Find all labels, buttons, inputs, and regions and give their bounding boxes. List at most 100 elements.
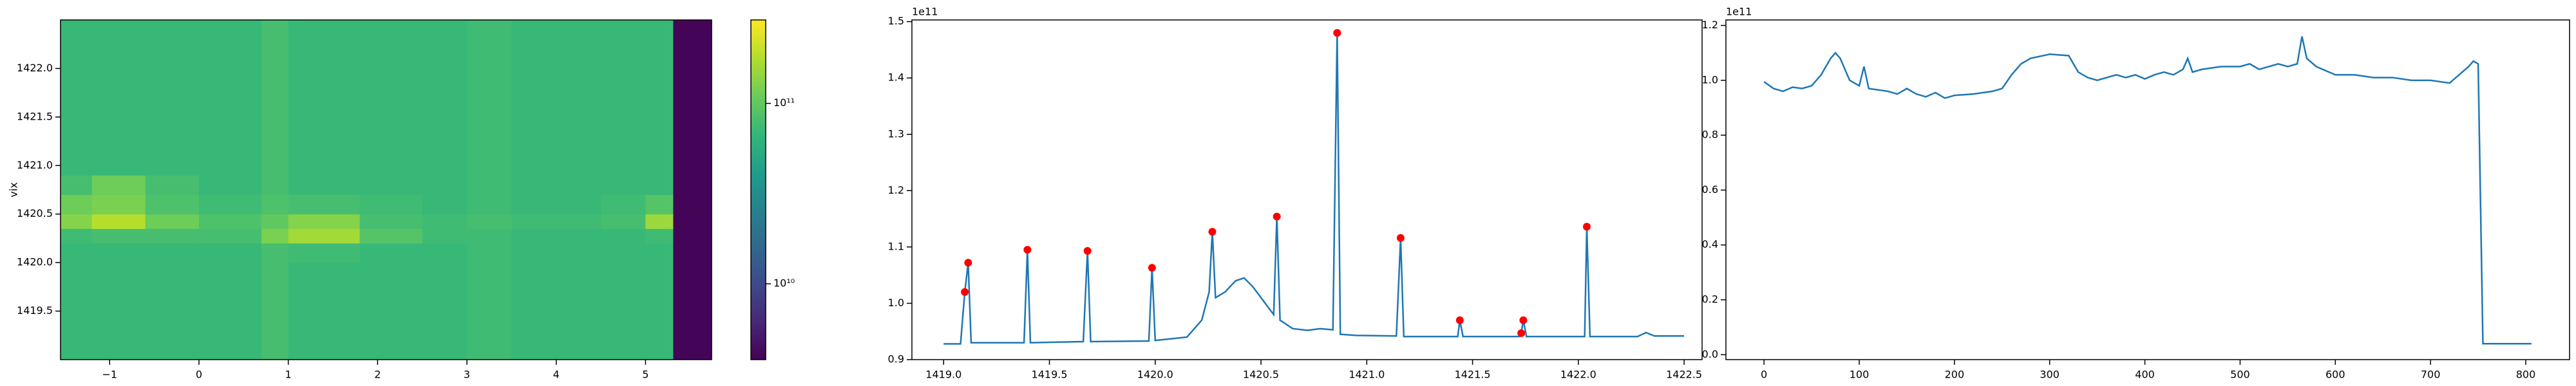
heatmap-cell bbox=[145, 194, 200, 215]
heatmap-cell bbox=[601, 175, 646, 196]
heatmap-cell bbox=[61, 228, 93, 244]
heatmap-cell bbox=[422, 194, 468, 215]
heatmap-cell bbox=[61, 194, 93, 215]
peak-marker bbox=[1455, 316, 1464, 324]
heatmap-cell bbox=[198, 228, 262, 244]
heatmap-cell bbox=[288, 68, 361, 118]
y-tick-label: 1422.0 bbox=[17, 62, 53, 74]
heatmap-cell bbox=[91, 243, 146, 263]
heatmap-cell bbox=[261, 68, 289, 118]
heatmap-cell bbox=[645, 214, 674, 229]
y-tick-label: 1.4 bbox=[888, 71, 904, 84]
y-tick-label: 0.2 bbox=[1702, 293, 1718, 306]
colorbar bbox=[751, 20, 766, 360]
heatmap-cell bbox=[467, 262, 512, 312]
heatmap-cell bbox=[422, 228, 468, 244]
peak-marker bbox=[1519, 316, 1528, 324]
x-tick-label: 4 bbox=[553, 369, 560, 381]
heatmap-cell bbox=[288, 214, 361, 229]
heatmap-cell bbox=[601, 228, 646, 244]
heatmap-cell bbox=[288, 20, 361, 69]
y-tick-label: 0.8 bbox=[1702, 129, 1718, 141]
heatmap-cell bbox=[467, 68, 512, 118]
x-tick-label: 3 bbox=[464, 369, 470, 381]
x-tick-label: 1 bbox=[285, 369, 292, 381]
heatmap-cell bbox=[467, 214, 512, 229]
heatmap-cell bbox=[467, 116, 512, 176]
heatmap-cell bbox=[645, 20, 674, 69]
x-tick-label: 800 bbox=[2516, 369, 2536, 381]
heatmap-cell bbox=[91, 175, 146, 196]
heatmap-cell bbox=[261, 311, 289, 360]
heatmap-cell bbox=[198, 214, 262, 229]
peak-marker bbox=[1148, 264, 1156, 272]
heatmap-cell bbox=[673, 116, 712, 176]
heatmap-cell bbox=[601, 116, 646, 176]
heatmap-cell bbox=[198, 311, 262, 360]
heatmap-cell bbox=[288, 116, 361, 176]
x-tick-label: 600 bbox=[2325, 369, 2345, 381]
x-tick-label: 0 bbox=[1761, 369, 1767, 381]
y-tick-label: 1.0 bbox=[1702, 73, 1718, 86]
heatmap-cell bbox=[198, 68, 262, 118]
heatmap-cell bbox=[359, 243, 423, 263]
y-tick-label: 0.4 bbox=[1702, 238, 1718, 250]
heatmap-cell bbox=[467, 20, 512, 69]
heatmap-cell bbox=[359, 68, 423, 118]
heatmap-cell bbox=[261, 116, 289, 176]
heatmap-cell bbox=[645, 68, 674, 118]
heatmap-cell bbox=[601, 194, 646, 215]
peak-marker bbox=[1582, 223, 1591, 231]
peak-marker bbox=[964, 259, 972, 267]
heatmap-cell bbox=[511, 243, 601, 263]
x-tick-label: 1421.5 bbox=[1455, 369, 1491, 381]
heatmap-cell bbox=[673, 262, 712, 312]
heatmap-cell bbox=[145, 243, 200, 263]
heatmap-cell bbox=[645, 228, 674, 244]
x-tick-label: 200 bbox=[1945, 369, 1965, 381]
x-tick-label: −1 bbox=[102, 369, 117, 381]
heatmap-cell bbox=[422, 175, 468, 196]
x-tick-label: 700 bbox=[2421, 369, 2441, 381]
heatmap-cell bbox=[288, 194, 361, 215]
heatmap-cell bbox=[645, 243, 674, 263]
heatmap-cell bbox=[145, 214, 200, 229]
heatmap-cell bbox=[422, 311, 468, 360]
heatmap-cell bbox=[91, 228, 146, 244]
heatmap-cell bbox=[145, 116, 200, 176]
heatmap-cell bbox=[511, 68, 601, 118]
x-tick-label: 1422.0 bbox=[1560, 369, 1596, 381]
x-tick-label: 2 bbox=[374, 369, 381, 381]
heatmap-cell bbox=[145, 262, 200, 312]
heatmap-cell bbox=[91, 20, 146, 69]
peak-marker bbox=[1083, 247, 1092, 255]
heatmap-cell bbox=[359, 116, 423, 176]
heatmap-cell bbox=[288, 262, 361, 312]
heatmap-cell bbox=[359, 262, 423, 312]
axes-frame bbox=[60, 19, 712, 360]
x-tick-label: 5 bbox=[642, 369, 649, 381]
heatmap-cell bbox=[359, 175, 423, 196]
heatmap-cell bbox=[261, 262, 289, 312]
x-tick-label: 1421.0 bbox=[1349, 369, 1385, 381]
heatmap-cell bbox=[91, 116, 146, 176]
heatmap-cell bbox=[467, 175, 512, 196]
peak-marker bbox=[1396, 234, 1405, 242]
heatmap-cell bbox=[61, 262, 93, 312]
heatmap-cell bbox=[261, 20, 289, 69]
y-tick-label: 1.1 bbox=[888, 240, 904, 252]
heatmap-cell bbox=[61, 20, 93, 69]
heatmap-cell bbox=[645, 175, 674, 196]
heatmap-cell bbox=[288, 311, 361, 360]
heatmap-cell bbox=[288, 175, 361, 196]
y-tick-label: 1.3 bbox=[888, 127, 904, 140]
heatmap-cell bbox=[198, 194, 262, 215]
heatmap-cell bbox=[422, 116, 468, 176]
heatmap-cell bbox=[145, 68, 200, 118]
heatmap-cell bbox=[601, 20, 646, 69]
x-tick-label: 1420.0 bbox=[1137, 369, 1173, 381]
colorbar-tick-label: 10¹¹ bbox=[773, 96, 795, 109]
x-tick-label: 500 bbox=[2230, 369, 2250, 381]
heatmap-cell bbox=[61, 311, 93, 360]
